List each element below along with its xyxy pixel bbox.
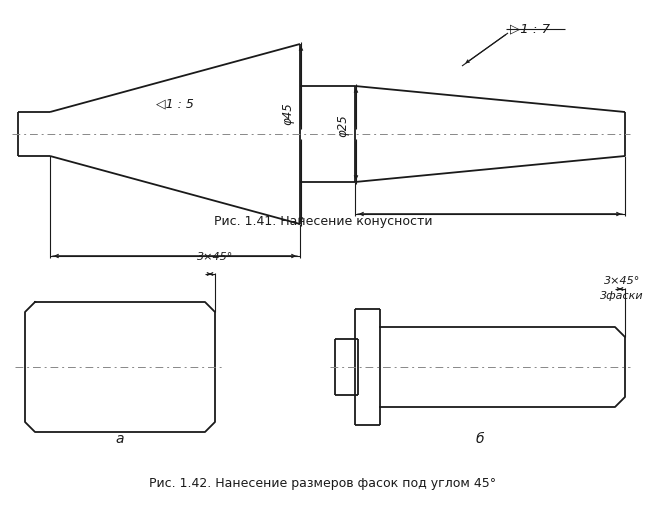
Text: ▷1 : 7: ▷1 : 7: [510, 22, 550, 35]
Text: ◁1 : 5: ◁1 : 5: [156, 98, 194, 111]
Text: 3×45°: 3×45°: [604, 276, 640, 286]
Text: б: б: [476, 432, 484, 446]
Text: а: а: [116, 432, 124, 446]
Text: 3×45°: 3×45°: [197, 252, 233, 262]
Text: φ25: φ25: [336, 115, 349, 138]
Text: 3фаски: 3фаски: [600, 291, 644, 301]
Text: Рис. 1.42. Нанесение размеров фасок под углом 45°: Рис. 1.42. Нанесение размеров фасок под …: [149, 477, 496, 490]
Text: Рис. 1.41. Нанесение конусности: Рис. 1.41. Нанесение конусности: [214, 214, 432, 227]
Text: φ45: φ45: [281, 103, 294, 126]
